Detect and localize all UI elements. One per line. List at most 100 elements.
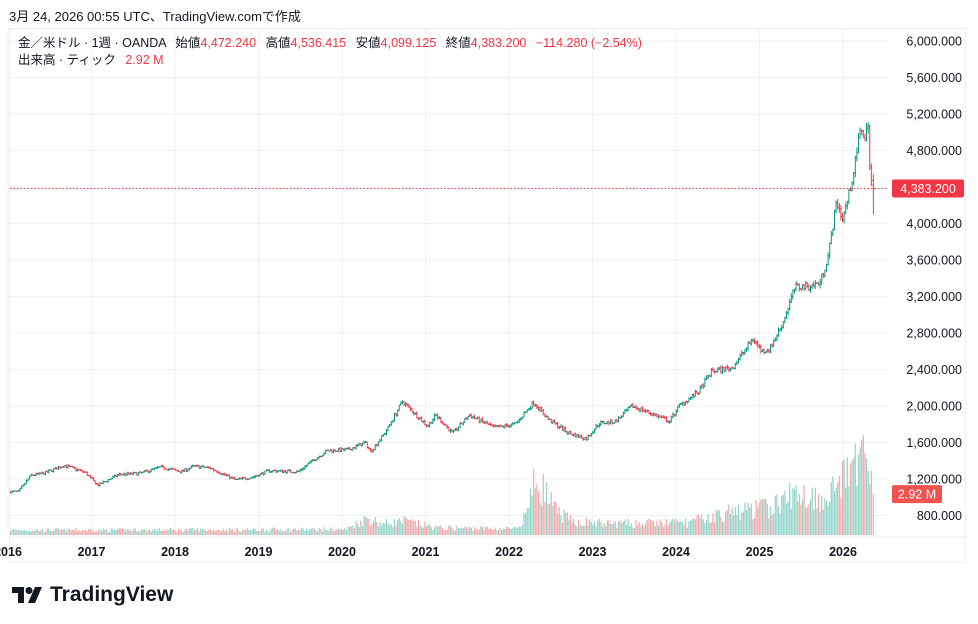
volume-bar — [721, 521, 724, 535]
volume-bar — [443, 530, 445, 535]
volume-bar — [851, 460, 853, 535]
x-tick-label: 2016 — [0, 545, 22, 559]
x-tick-label: 2019 — [245, 545, 273, 559]
volume-bar — [301, 527, 303, 535]
volume-bar — [742, 511, 744, 535]
volume-bar — [379, 522, 381, 535]
volume-bar — [865, 458, 868, 535]
x-tick-label: 2025 — [746, 545, 774, 559]
volume-bar — [605, 526, 607, 535]
volume-bar — [139, 531, 141, 535]
volume-bar — [321, 531, 324, 535]
logo-text: TradingView — [50, 583, 174, 606]
volume-bar — [373, 521, 375, 535]
volume-bar — [497, 530, 500, 535]
volume-bar — [545, 482, 548, 535]
volume-bar — [611, 523, 613, 535]
volume-bar — [565, 512, 567, 535]
volume-bar — [505, 526, 508, 535]
volume-bar — [189, 528, 191, 535]
volume-bar — [173, 528, 175, 535]
volume-bar — [344, 528, 346, 535]
volume-bar — [683, 525, 685, 535]
volume-bar — [723, 522, 725, 535]
volume-bar — [105, 529, 108, 535]
volume-bar — [141, 529, 143, 535]
volume-bar — [576, 526, 578, 535]
volume-bar — [99, 529, 101, 535]
volume-bar — [441, 527, 444, 535]
volume-bar — [230, 529, 232, 535]
volume-bar — [232, 528, 234, 535]
volume-bar — [555, 502, 557, 535]
volume-bar — [16, 530, 18, 535]
volume-bar — [253, 527, 255, 535]
volume-bar — [512, 528, 514, 535]
volume-bar — [680, 520, 682, 535]
volume-bar — [363, 515, 365, 535]
volume-bar — [841, 461, 844, 535]
symbol-label[interactable]: 金／米ドル · 1週 · OANDA — [18, 36, 166, 50]
volume-bar — [597, 520, 599, 535]
volume-bar — [729, 514, 732, 535]
volume-bar — [270, 528, 272, 535]
volume-bar — [222, 528, 224, 535]
volume-bar — [761, 499, 764, 535]
volume-bar — [65, 531, 68, 535]
volume-bar — [51, 531, 53, 535]
volume-bar — [70, 530, 72, 535]
tradingview-logo[interactable]: TradingView — [12, 583, 173, 607]
volume-bar — [11, 529, 13, 535]
volume-bar — [608, 520, 610, 535]
volume-bar — [747, 502, 749, 535]
volume-bar — [513, 526, 516, 535]
volume-bar — [291, 529, 293, 535]
x-tick-label: 2018 — [161, 545, 189, 559]
volume-bar — [205, 530, 207, 535]
volume-bar — [469, 526, 471, 535]
high-label: 高値 — [265, 36, 291, 50]
volume-bar — [211, 531, 213, 535]
volume-bar — [245, 529, 247, 535]
volume-bar — [665, 519, 668, 535]
volume-bar — [437, 526, 439, 535]
low-value: 4,099.125 — [380, 36, 437, 50]
volume-bar — [531, 495, 533, 535]
volume-bar — [35, 529, 37, 535]
volume-bar — [585, 517, 588, 535]
volume-bar — [43, 531, 45, 535]
volume-bar — [365, 517, 367, 535]
volume-bar — [261, 528, 263, 535]
volume-bar — [136, 531, 138, 535]
low-label: 安値 — [355, 36, 381, 50]
volume-bar — [574, 524, 576, 535]
volume-bar — [315, 530, 317, 535]
volume-bar — [41, 528, 44, 535]
volume-bar — [550, 492, 552, 535]
volume-bar — [286, 528, 288, 535]
y-tick-label: 800.000 — [917, 509, 962, 523]
volume-bar — [221, 531, 223, 535]
volume-bar — [61, 529, 63, 535]
volume-bar — [720, 517, 722, 535]
volume-bar — [486, 526, 488, 535]
volume-bar — [632, 527, 634, 535]
volume-bar — [645, 523, 647, 535]
volume-bar — [523, 512, 525, 535]
volume-bar — [157, 531, 159, 535]
volume-bar — [832, 476, 834, 535]
volume-bar — [704, 523, 706, 535]
volume-bar — [827, 505, 829, 535]
volume-bar — [757, 508, 759, 535]
volume-bar — [694, 519, 696, 535]
volume-bar — [233, 531, 236, 535]
volume-bar — [856, 485, 858, 535]
volume-bar — [107, 531, 109, 535]
volume-bar — [526, 508, 528, 535]
volume-bar — [229, 528, 231, 535]
volume-bar — [753, 517, 756, 535]
volume-label[interactable]: 出来高 · ティック — [18, 53, 116, 67]
volume-bar — [104, 529, 106, 535]
volume-bar — [126, 529, 128, 535]
